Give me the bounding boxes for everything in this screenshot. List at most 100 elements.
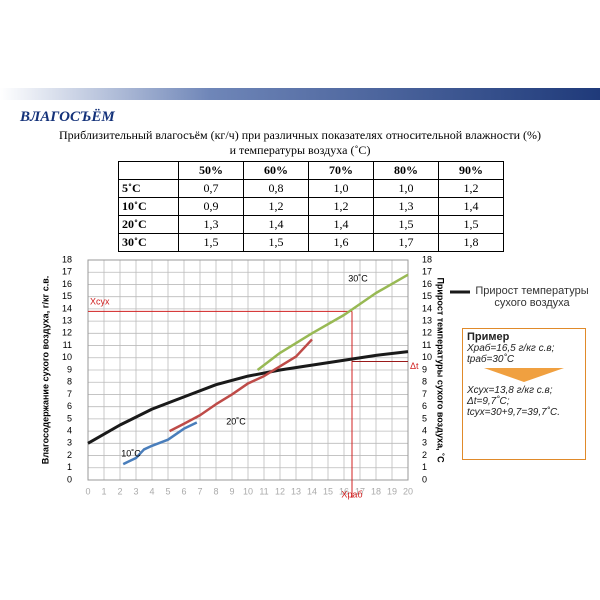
y-tick-label: 8 [67,377,72,387]
arrow [484,368,564,382]
marker-label: Δt [410,361,419,371]
x-tick-label: 8 [213,486,218,496]
header-cell: 60% [243,161,309,180]
y2-tick-label: 7 [422,389,427,399]
y-tick-label: 4 [67,425,72,435]
y2-tick-label: 2 [422,450,427,460]
series-label: 20˚C [226,417,246,427]
cell: 0,7 [178,179,244,198]
cell: 1,7 [373,233,439,252]
y-tick-label: 0 [67,474,72,484]
example-title: Пример [467,331,510,343]
title: ВЛАГОСЪЁМ [20,109,115,125]
series-line [87,350,409,445]
y2-tick-label: 11 [422,340,431,350]
y2-axis-title: Прирост температуры сухого воздуха, ˚С [436,277,446,463]
cell: 1,4 [308,215,374,234]
x-tick-label: 3 [133,486,138,496]
marker-label: Xраб [341,489,362,499]
cell: 1,2 [308,197,374,216]
y2-tick-label: 6 [422,401,427,411]
y2-tick-label: 16 [422,279,432,289]
x-tick-label: 15 [323,486,333,496]
series-line [256,273,409,371]
header-bar [0,88,600,100]
y2-tick-label: 4 [422,425,427,435]
x-tick-label: 14 [307,486,317,496]
x-tick-label: 19 [387,486,397,496]
cell: 1,8 [438,233,504,252]
x-tick-label: 16 [339,486,349,496]
y2-tick-label: 10 [422,352,432,362]
x-tick-label: 4 [149,486,154,496]
x-tick-label: 12 [275,486,285,496]
x-tick-label: 11 [259,486,268,496]
example-line: Xсух=13,8 г/кг с.в; [467,385,553,396]
example-line: tраб=30˚C [467,354,515,365]
y-tick-label: 13 [62,315,72,325]
table-row: 5˚С 0,7 0,8 1,0 1,0 1,2 [118,179,504,198]
y-tick-label: 12 [62,328,72,338]
y-tick-label: 1 [67,462,72,472]
y-tick-label: 3 [67,438,72,448]
marker-label: Xсух [90,297,110,307]
x-tick-label: 17 [355,486,365,496]
legend-label: Прирост температуры сухого воздуха [475,285,589,309]
y-tick-label: 18 [62,254,72,264]
x-tick-label: 10 [243,486,253,496]
y2-tick-label: 17 [422,267,432,277]
y2-tick-label: 14 [422,303,432,313]
y2-tick-label: 0 [422,474,427,484]
cell: 1,4 [438,197,504,216]
x-tick-label: 18 [371,486,381,496]
header-cell: 70% [308,161,374,180]
row-label: 30˚С [118,233,179,252]
x-tick-label: 20 [403,486,413,496]
legend: Прирост температуры сухого воздуха [472,285,592,309]
y-tick-label: 6 [67,401,72,411]
y2-tick-label: 18 [422,254,432,264]
subtitle: и температуры воздуха (˚С) [229,143,371,157]
x-tick-label: 7 [197,486,202,496]
table-row: 30˚С 1,5 1,5 1,6 1,7 1,8 [118,233,504,252]
series-line [122,421,198,466]
y-tick-label: 2 [67,450,72,460]
y2-tick-label: 9 [422,364,427,374]
series-line [169,338,313,433]
subtitle: Приблизительный влагосъём (кг/ч) при раз… [58,128,542,142]
y2-tick-label: 1 [422,462,427,472]
cell: 1,3 [373,197,439,216]
y-axis-title: Влагосодержание сухого воздуха, г/кг с.в… [40,276,50,464]
example-line: Δt=9,7˚C; [467,396,510,407]
y-tick-label: 7 [67,389,72,399]
example-line: Xраб=16,5 г/кг с.в; [467,343,555,354]
series-label: 10˚C [121,448,141,458]
y-tick-label: 9 [67,364,72,374]
x-tick-label: 5 [165,486,170,496]
x-tick-label: 6 [181,486,186,496]
y-tick-label: 5 [67,413,72,423]
y2-tick-label: 5 [422,413,427,423]
table-row: 20˚С 1,3 1,4 1,4 1,5 1,5 [118,215,504,234]
x-tick-label: 2 [117,486,122,496]
x-tick-label: 1 [101,486,106,496]
y2-tick-label: 8 [422,377,427,387]
x-tick-label: 0 [85,486,90,496]
x-tick-label: 13 [291,486,301,496]
plot-frame [87,259,409,481]
y-tick-label: 15 [62,291,72,301]
y2-tick-label: 13 [422,315,432,325]
y2-tick-label: 15 [422,291,432,301]
series-label: 30˚C [348,273,368,283]
table: 50% 60% 70% 80% 90% 5˚С 0,7 0,8 1,0 1,0 1,2 10˚С 0,9… [118,161,504,252]
example-box: Пример Xраб=16,5 г/кг с.в; tраб=30˚C Xсух=… [462,328,586,460]
x-tick-label: 9 [229,486,234,496]
y-tick-label: 17 [62,267,72,277]
y-tick-label: 10 [62,352,72,362]
y-tick-label: 11 [63,340,72,350]
y2-tick-label: 3 [422,438,427,448]
header-cell: 90% [438,161,504,180]
y-tick-label: 16 [62,279,72,289]
